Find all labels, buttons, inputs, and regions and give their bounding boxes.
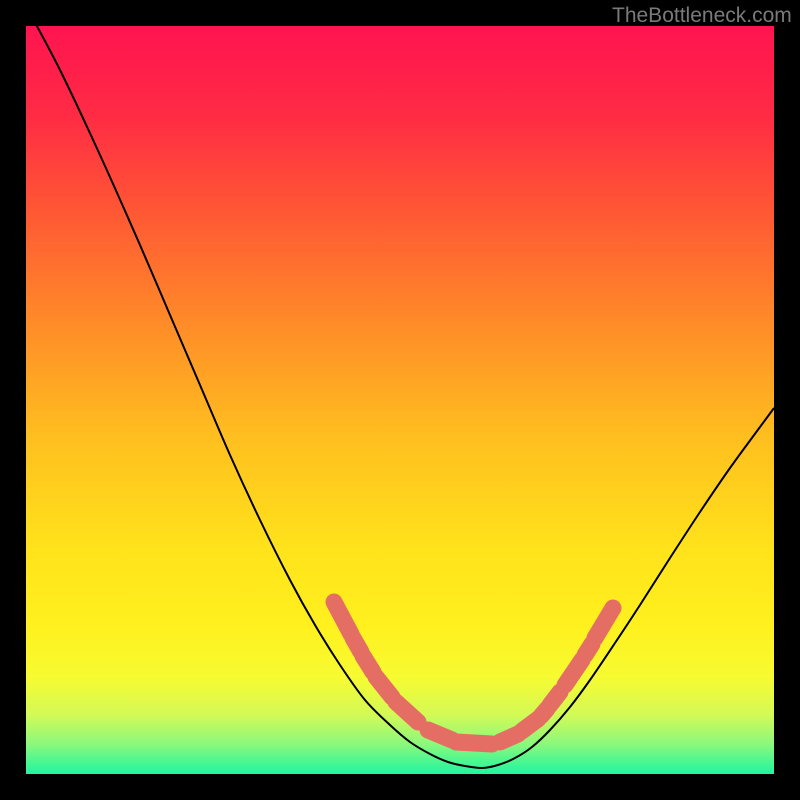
marker-segment [376,677,392,697]
chart-container: TheBottleneck.com [0,0,800,800]
watermark-text: TheBottleneck.com [612,4,792,28]
main-curve [26,6,774,768]
marker-segment [595,608,613,638]
marker-segment [565,660,582,685]
curve-overlay [0,0,800,800]
marker-segment [363,656,373,672]
marker-segment [334,602,351,634]
marker-segment [396,702,418,722]
marker-segment [585,644,592,655]
marker-segment [550,692,560,705]
marker-segment [456,742,492,744]
